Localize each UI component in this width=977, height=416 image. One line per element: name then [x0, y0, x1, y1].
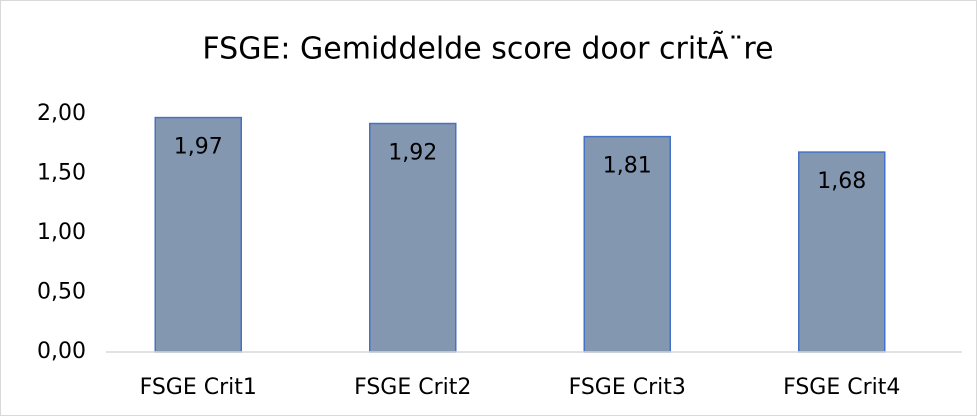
bar	[583, 135, 671, 353]
y-tick-label: 1,00	[37, 220, 86, 245]
x-tick-label: FSGE Crit4	[783, 375, 900, 400]
data-label: 1,68	[817, 169, 866, 194]
data-label: 1,97	[174, 135, 223, 160]
bar	[798, 151, 886, 353]
y-tick-label: 0,50	[37, 280, 86, 305]
chart-title: FSGE: Gemiddelde score door critÃ¨re	[202, 31, 773, 67]
data-label: 1,81	[603, 154, 652, 179]
bar	[369, 122, 457, 353]
y-tick-label: 0,00	[37, 339, 86, 364]
y-tick-label: 1,50	[37, 161, 86, 186]
x-tick-label: FSGE Crit3	[569, 375, 686, 400]
x-tick-label: FSGE Crit2	[354, 375, 471, 400]
x-tick-label: FSGE Crit1	[140, 375, 257, 400]
y-tick-label: 2,00	[37, 101, 86, 126]
bar	[154, 116, 242, 353]
data-label: 1,92	[388, 141, 437, 166]
